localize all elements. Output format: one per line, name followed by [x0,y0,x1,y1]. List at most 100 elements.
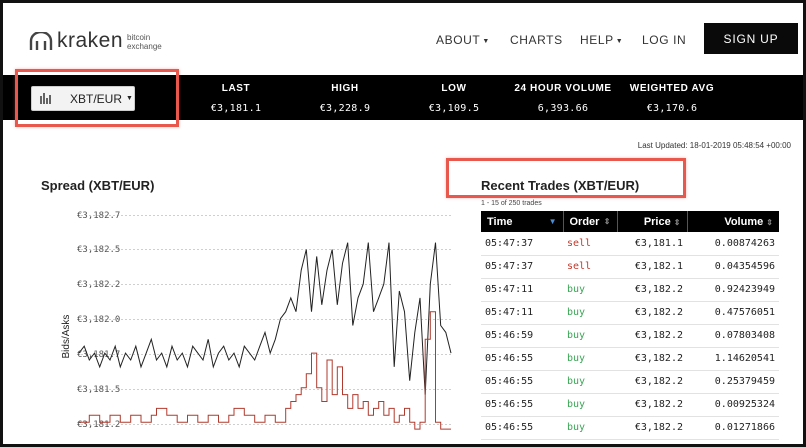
sort-desc-icon: ▼ [548,216,557,226]
nav-help[interactable]: HELP ▼ [580,33,623,47]
stat-last: LAST €3,181.1 [181,83,291,114]
table-row: 05:46:55 buy €3,182.2 0.25379459 [481,370,779,394]
highlight-box-pair [15,69,179,127]
caret-down-icon: ▼ [615,38,624,45]
stat-volume-value: 6,393.66 [537,103,589,114]
trade-price: €3,182.2 [617,301,687,325]
trade-time: 05:47:37 [481,255,563,279]
kraken-logo-icon [29,32,53,50]
col-order-label: Order [569,215,600,228]
table-row: 05:47:11 buy €3,182.2 0.92423949 [481,278,779,302]
col-time[interactable]: Time ▼ [481,211,564,232]
trade-time: 05:47:11 [481,278,563,302]
recent-trades-title: Recent Trades (XBT/EUR) [481,178,640,193]
sort-icon: ⇕ [603,216,611,226]
spread-title: Spread (XBT/EUR) [41,178,155,193]
table-row: 05:47:37 sell €3,181.1 0.00874263 [481,232,779,256]
trade-volume: 0.47576051 [687,301,779,325]
logo-sub-line2: exchange [127,42,162,51]
highlight-box-trades [446,158,686,198]
table-row: 05:46:55 buy €3,182.2 0.00925324 [481,393,779,417]
stat-low-value: €3,109.5 [428,103,480,114]
trade-order: buy [563,416,617,440]
sort-icon: ⇕ [766,217,773,227]
trade-time: 05:46:55 [481,439,563,444]
col-time-label: Time [487,215,513,228]
trade-order: buy [563,324,617,348]
nav-help-label: HELP [580,33,614,47]
trade-order: sell [563,232,617,256]
trade-volume: 0.92423949 [687,278,779,302]
trade-time: 05:46:55 [481,393,563,417]
trade-order: buy [563,439,617,444]
table-row: 05:47:37 sell €3,182.1 0.04354596 [481,255,779,279]
trade-time: 05:46:59 [481,324,563,348]
trade-time: 05:47:11 [481,301,563,325]
trade-price: €3,182.2 [617,370,687,394]
stat-last-value: €3,181.1 [210,103,262,114]
sort-icon: ⇕ [673,217,681,227]
nav-about[interactable]: ABOUT ▼ [436,33,490,47]
trade-volume: 0.01271866 [687,416,779,440]
trade-order: buy [563,347,617,371]
bar-chart-icon [40,93,51,104]
y-tick-label: €3,181.7 [77,350,120,360]
trade-price: €3,181.1 [617,232,687,256]
table-row: 05:46:55 buy €3,182.2 1.14620541 [481,347,779,371]
pair-selector-button[interactable]: XBT/EUR ▼ [31,86,135,111]
trade-time: 05:47:37 [481,232,563,256]
trade-volume: 0.25379459 [687,370,779,394]
caret-down-icon: ▼ [126,95,133,102]
stat-weighted-avg-value: €3,170.6 [646,103,698,114]
trade-volume: 0.04354596 [687,255,779,279]
logo-subtitle: bitcoin exchange [127,33,162,51]
spread-chart: €3,182.7 €3,182.5 €3,182.2 €3,182.0 €3,181.7… [61,211,452,430]
recent-trades-table: Time ▼ Order ⇕ Price ⇕ Volume ⇕ 05:47:37 se… [481,211,779,444]
stat-weighted-avg-label: WEIGHTED AVG [629,83,715,94]
y-tick-label: €3,182.0 [77,315,120,325]
col-price[interactable]: Price ⇕ [617,211,688,232]
y-axis-label: Bids/Asks [61,315,72,359]
trade-order: buy [563,393,617,417]
trade-time: 05:46:55 [481,416,563,440]
spread-asks-line [79,311,451,430]
table-row: 05:47:11 buy €3,182.2 0.47576051 [481,301,779,325]
last-updated: Last Updated: 18-01-2019 05:48:54 +00:00 [637,141,791,150]
nav-charts-label: CHARTS [510,33,563,47]
trade-order: sell [563,255,617,279]
trade-volume: 0.00925324 [687,393,779,417]
nav-charts[interactable]: CHARTS [510,33,563,47]
col-order[interactable]: Order ⇕ [563,211,618,232]
stat-volume: 24 HOUR VOLUME 6,393.66 [508,83,618,114]
trade-time: 05:46:55 [481,370,563,394]
trade-price: €3,182.1 [617,255,687,279]
y-tick-label: €3,181.5 [77,385,120,395]
ticker-bar [3,75,803,120]
trade-price: €3,182.2 [617,347,687,371]
nav-about-label: ABOUT [436,33,481,47]
y-tick-label: €3,181.2 [77,420,120,430]
trade-volume: 0.00874263 [687,232,779,256]
stat-high-label: HIGH [331,83,359,94]
col-price-label: Price [643,215,671,228]
trade-price: €3,182.2 [617,393,687,417]
trade-price: €3,182.2 [617,439,687,444]
signup-button[interactable]: SIGN UP [704,23,798,54]
col-volume[interactable]: Volume ⇕ [687,211,779,232]
kraken-logo[interactable]: kraken bitcoin exchange [29,29,162,53]
trade-price: €3,182.2 [617,324,687,348]
trade-volume: 1.14620541 [687,347,779,371]
stat-volume-label: 24 HOUR VOLUME [514,83,612,94]
trade-price: €3,182.2 [617,416,687,440]
trade-time: 05:46:55 [481,347,563,371]
y-tick-label: €3,182.7 [77,211,120,221]
trade-volume: 0.07803408 [687,324,779,348]
trade-volume: 0.00862818 [687,439,779,444]
col-volume-label: Volume [724,215,764,228]
logo-sub-line1: bitcoin [127,33,151,42]
trade-order: buy [563,278,617,302]
stat-low-label: LOW [441,83,467,94]
nav-login[interactable]: LOG IN [642,33,686,47]
